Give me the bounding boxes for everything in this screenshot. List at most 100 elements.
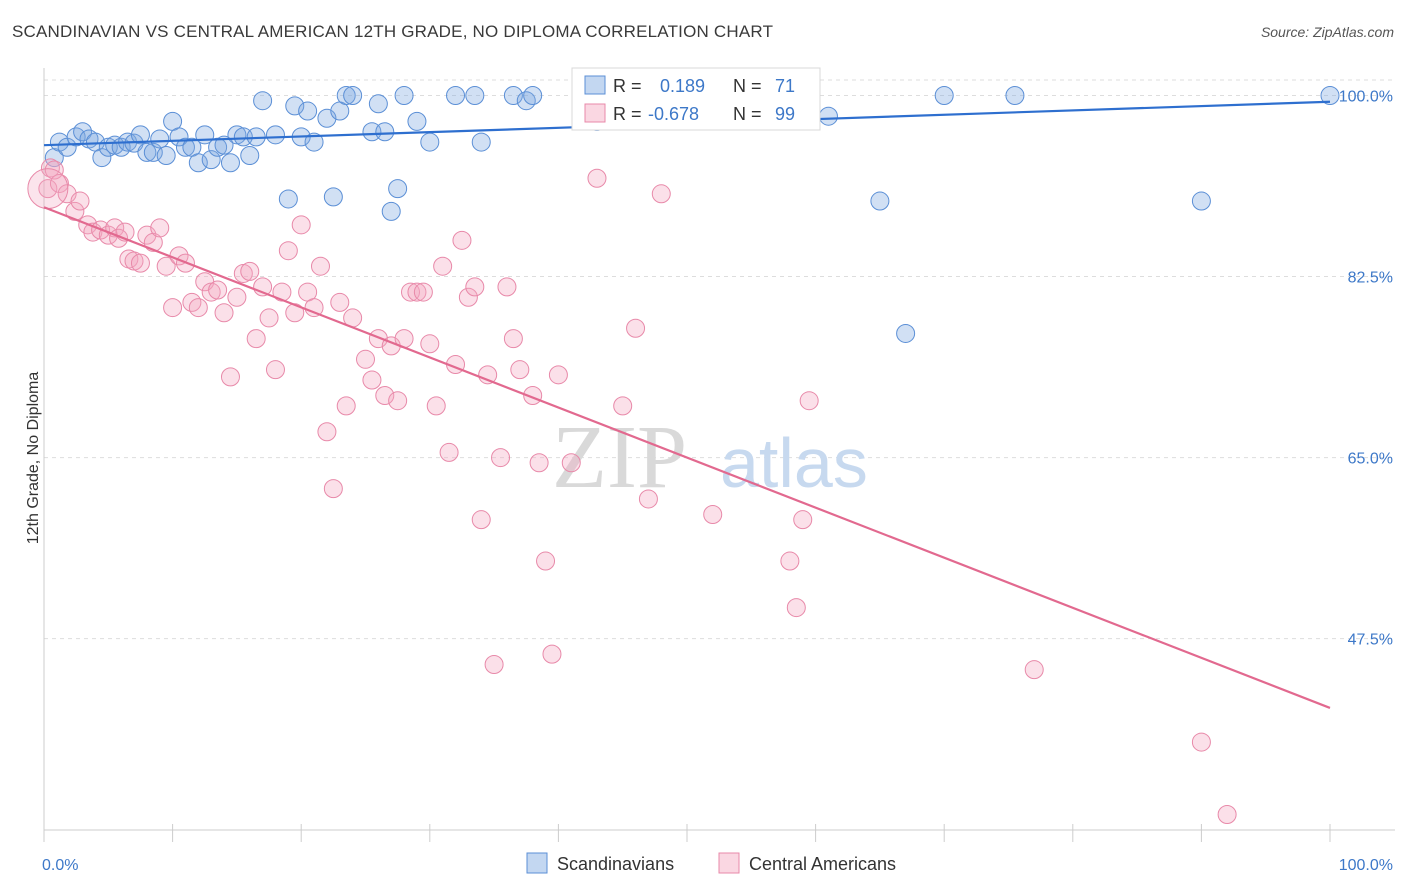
point-central-americans <box>1217 804 1237 824</box>
point-central-americans <box>799 391 819 411</box>
y-tick-label: 100.0% <box>1339 89 1393 106</box>
point-central-americans <box>651 184 671 204</box>
point-central-americans <box>38 179 58 199</box>
watermark-atlas: atlas <box>720 424 868 502</box>
point-scandinavians <box>375 122 395 142</box>
point-central-americans <box>336 396 356 416</box>
legend-swatch-central-americans <box>584 103 606 123</box>
point-scandinavians <box>1005 86 1025 106</box>
point-central-americans <box>484 654 504 674</box>
point-central-americans <box>439 442 459 462</box>
legend-r-label-scandinavians: R = <box>613 76 642 96</box>
legend-n-label-central-americans: N = <box>733 104 762 124</box>
point-central-americans <box>156 256 176 276</box>
point-scandinavians <box>381 201 401 221</box>
legend-n-value-central-americans: 99 <box>775 104 795 124</box>
point-central-americans <box>362 370 382 390</box>
point-central-americans <box>278 241 298 261</box>
point-central-americans <box>793 510 813 530</box>
watermark-zip: ZIP <box>552 408 687 507</box>
y-axis-label: 12th Grade, No Diploma <box>25 372 42 545</box>
legend-box <box>571 67 821 131</box>
point-central-americans <box>330 292 350 312</box>
point-scandinavians <box>465 86 485 106</box>
point-scandinavians <box>240 146 260 166</box>
legend-n-label-scandinavians: N = <box>733 76 762 96</box>
point-central-americans <box>49 173 69 193</box>
point-scandinavians <box>523 86 543 106</box>
point-scandinavians <box>298 101 318 121</box>
point-scandinavians <box>265 125 285 145</box>
trend-line-central-americans <box>43 206 1331 709</box>
point-central-americans <box>70 191 90 211</box>
y-tick-label: 47.5% <box>1348 632 1393 649</box>
point-scandinavians <box>1320 86 1340 106</box>
point-central-americans <box>310 256 330 276</box>
bottom-legend-scandinavians: Scandinavians <box>557 854 674 874</box>
point-central-americans <box>542 644 562 664</box>
point-scandinavians <box>156 146 176 166</box>
point-scandinavians <box>394 86 414 106</box>
chart-source: Source: ZipAtlas.com <box>1260 24 1394 40</box>
axes <box>43 68 1395 842</box>
x-tick-label: 100.0% <box>1339 857 1393 874</box>
point-central-americans <box>182 292 202 312</box>
point-central-americans <box>1191 732 1211 752</box>
point-scandinavians <box>818 106 838 126</box>
point-central-americans <box>304 298 324 318</box>
point-central-americans <box>130 253 150 273</box>
point-central-americans <box>561 453 581 473</box>
point-scandinavians <box>336 86 356 106</box>
point-central-americans <box>240 261 260 281</box>
point-central-americans <box>1024 660 1044 680</box>
point-central-americans <box>626 318 646 338</box>
point-central-americans <box>536 551 556 571</box>
point-scandinavians <box>896 323 916 343</box>
point-central-americans <box>503 329 523 349</box>
point-central-americans <box>291 215 311 235</box>
point-scandinavians <box>407 111 427 131</box>
point-central-americans <box>587 168 607 188</box>
legend-n-value-scandinavians: 71 <box>775 76 795 96</box>
point-scandinavians <box>471 132 491 152</box>
point-central-americans <box>465 277 485 297</box>
legend-swatch-scandinavians <box>584 75 606 95</box>
point-central-americans <box>246 329 266 349</box>
point-central-americans <box>529 453 549 473</box>
point-scandinavians <box>130 125 150 145</box>
point-scandinavians <box>420 132 440 152</box>
point-scandinavians <box>1191 191 1211 211</box>
point-scandinavians <box>188 153 208 173</box>
legend-r-value-central-americans: -0.678 <box>648 104 699 124</box>
y-tick-label: 65.0% <box>1348 451 1393 468</box>
point-scandinavians <box>446 86 466 106</box>
point-scandinavians <box>150 129 170 149</box>
point-central-americans <box>458 287 478 307</box>
point-central-americans <box>356 349 375 369</box>
point-central-americans <box>323 479 343 499</box>
point-scandinavians <box>368 94 388 114</box>
point-scandinavians <box>934 86 954 106</box>
point-central-americans <box>375 386 395 406</box>
point-central-americans <box>265 360 285 380</box>
point-central-americans-large <box>27 168 69 210</box>
point-central-americans <box>413 282 433 302</box>
point-central-americans <box>150 218 170 238</box>
point-central-americans <box>471 510 491 530</box>
point-scandinavians <box>137 142 157 162</box>
chart-title: SCANDINAVIAN VS CENTRAL AMERICAN 12TH GR… <box>12 22 774 41</box>
point-central-americans <box>780 551 800 571</box>
tick-labels: 47.5% 65.0% 82.5% 100.0% 0.0% 100.0% <box>42 89 1393 874</box>
point-central-americans <box>613 396 633 416</box>
point-central-americans <box>548 365 568 385</box>
bottom-legend-swatch-scandinavians <box>526 852 548 874</box>
point-scandinavians <box>201 150 221 170</box>
point-central-americans <box>220 367 240 387</box>
point-scandinavians <box>285 96 305 116</box>
point-scandinavians <box>503 86 523 106</box>
legend-r-value-scandinavians: 0.189 <box>660 76 705 96</box>
point-central-americans <box>420 334 440 354</box>
point-central-americans <box>214 303 234 323</box>
point-scandinavians <box>304 132 324 152</box>
point-scandinavians <box>323 187 343 207</box>
